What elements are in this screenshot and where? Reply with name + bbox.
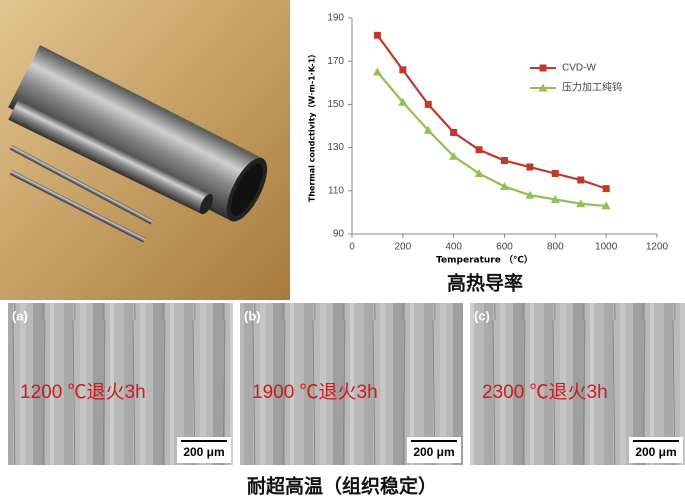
x-tick-label: 1200 [646,242,669,253]
point [373,68,382,76]
legend-label: 压力加工纯钨 [562,81,622,94]
panel-tag: (b) [244,308,261,323]
legend-label: CVD-W [562,63,596,74]
y-tick-label: 190 [327,13,344,24]
point [399,66,406,73]
point [501,157,508,164]
point [450,129,457,136]
x-tick-label: 200 [394,242,411,253]
legend-marker [540,65,547,72]
y-tick-label: 170 [327,56,344,67]
scale-label: 200 μm [183,445,224,459]
x-tick-label: 1000 [595,242,618,253]
point [374,32,381,39]
panel-label: 2300 ℃退火3h [482,381,608,403]
x-axis-label: Temperature （℃） [436,255,533,266]
micrograph-caption: 耐超高温（组织稳定） [247,475,437,498]
x-tick-label: 0 [349,242,355,253]
scale-label: 200 μm [413,445,454,459]
point [476,146,483,153]
page: 高热导率 耐超高温（组织稳定） (a) 1200 ℃退火3h 200 μm (b) 19… [0,0,685,500]
scale-label: 200 μm [635,445,676,459]
point [552,170,559,177]
x-tick-label: 600 [496,242,513,253]
x-tick-label: 800 [547,242,564,253]
point [603,185,610,192]
y-tick-label: 130 [327,142,344,153]
photo [0,0,290,300]
point [526,164,533,171]
y-tick-label: 150 [327,99,344,110]
y-tick-label: 90 [333,229,345,240]
panel-label: 1900 ℃退火3h [252,381,378,403]
y-axis-label: Thermal condctivity（W·m-1·K-1） [307,50,317,202]
panel-label: 1200 ℃退火3h [20,381,146,403]
point [577,177,584,184]
point [425,101,432,108]
y-tick-label: 110 [328,185,344,196]
chart-caption: 高热导率 [447,272,523,295]
panel-tag: (c) [474,308,490,323]
x-tick-label: 400 [445,242,462,253]
panel-tag: (a) [12,308,28,323]
